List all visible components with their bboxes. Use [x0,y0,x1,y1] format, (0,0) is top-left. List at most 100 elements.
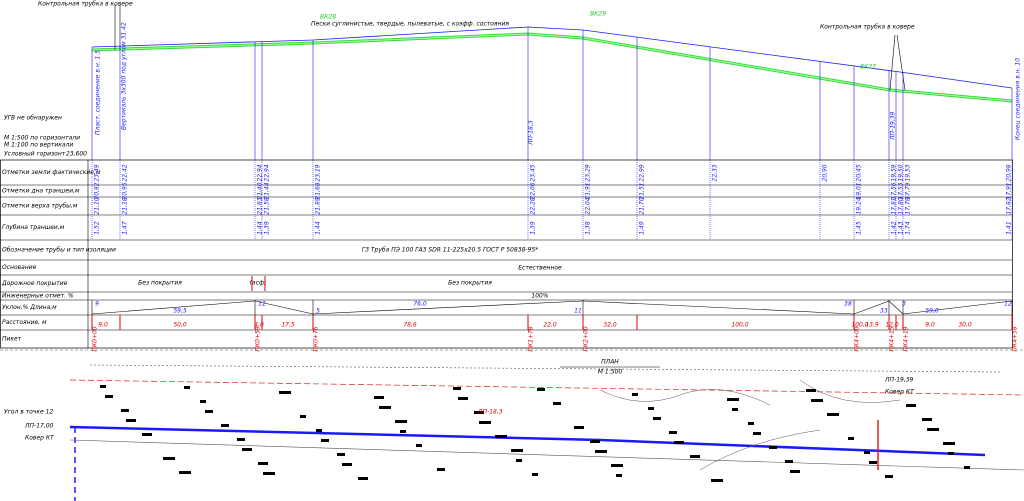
plan-object [964,466,970,469]
distance-value: 30,0 [958,322,972,329]
row-label: Глубина траншеи,м [2,224,65,231]
plan-object [263,472,275,475]
elevation-value: 17,79 [905,182,912,199]
plan-object [337,453,345,456]
side-note: М 1:500 по горизонтали [4,135,80,142]
picket-label: ПК4+15 [889,326,896,351]
segment-value: 12 [1004,301,1012,308]
plan-object [948,452,954,455]
segment-value: 59,0 [925,308,939,315]
elevation-value: 21,18 [122,197,129,214]
pipe-line-inner [91,33,1013,102]
distance-value: 17,5 [281,322,295,329]
distance-value: 9,0 [925,322,935,329]
plan-object [922,418,932,421]
distance-value: 50,0 [173,322,187,329]
plan-object [358,477,368,480]
elevation-value: 1,44 [315,221,322,235]
plan-object [632,393,638,396]
plan-object [511,449,523,452]
distance-value: 32,0 [603,322,617,329]
segment-value: 11 [574,308,582,315]
elevation-value: 19,59 [891,164,898,181]
elevation-value: 21,91 [585,182,592,199]
plan-object [553,402,561,405]
distance-value: 4,0 [254,322,264,329]
elevation-value: 1,52 [94,221,101,235]
plan-object [943,442,955,445]
pipe-designation: ГЗ Труба ПЭ 100 ГАЗ SDR 11-225x20.5 ГОСТ… [362,247,538,254]
ground-line [91,26,1013,89]
plan-object [748,422,754,425]
plan-object [205,410,213,413]
plan-object [595,450,607,453]
plan-boundary [69,379,1024,396]
note: Контрольная трубка в ковере [38,1,133,8]
plan-label: ЛП-19,39 [884,377,914,384]
slope-line [254,300,314,315]
plan-object [242,448,252,451]
elevation-value: 23,19 [315,164,322,181]
elevation-value: 17,81 [891,197,898,214]
segment-value: 33 [880,308,888,315]
elevation-value: 17,91 [1006,182,1013,199]
row-label: Основание [2,264,37,271]
plan-object [458,397,468,400]
plan-object [864,451,870,454]
plan-object [221,424,229,427]
elevation-value: 1,38 [585,221,592,235]
picket-label: ПК1+78 [528,326,535,351]
plan-object [516,459,522,462]
plan-object [711,479,723,482]
distance-value: 12,0 [885,322,899,329]
elevation-value: 1,47 [122,221,129,235]
row-label: Инженерные отмет. % [2,293,74,300]
segment-value: 38 [844,301,852,308]
plan-object [179,471,191,474]
picket-label: ПК4+00 [854,326,861,351]
slope-line [888,300,904,315]
slope-line [582,300,855,315]
elevation-value: 21,70 [639,197,646,214]
elevation-value: 22,06 [530,182,537,199]
plan-object [163,457,175,460]
note: Контрольная трубка в ковере [820,24,915,31]
road-cover: (асф) [250,280,267,287]
row-label: Дорожное покрытие [1,280,68,287]
plan-object [316,429,322,432]
plan-object [790,470,800,473]
plan-object [100,385,106,388]
elevation-value: 22,04 [585,197,592,214]
segment-value: 76,0 [413,301,427,308]
plan-object [674,441,684,444]
segment-value: 9 [95,301,99,308]
plan-object [732,408,738,411]
plan-object [616,474,622,477]
control-tube [896,34,906,91]
elevation-value: 19,50 [898,164,905,181]
picket-label: ПК0+59 [255,326,262,351]
plan-object [611,464,623,467]
elevation-value: 23,29 [585,164,592,181]
elevation-value: 1,49 [639,221,646,235]
elevation-value: 1,42 [891,221,898,235]
distance-value: 9,0 [98,322,108,329]
plan-object [474,411,484,414]
picket-label: ПК4+58 [1012,326,1019,351]
plan-object [653,417,661,420]
plan-object [869,461,877,464]
plan-object [342,463,352,466]
plan-object [200,400,206,403]
segment-value: 3 [902,301,906,308]
plan-object [885,475,893,478]
distance-value: 100,0 [731,322,748,329]
plan-object [395,420,407,423]
elevation-value: 17,80 [898,197,905,214]
slope-line [853,300,890,315]
plan-object [416,444,422,447]
slope-total: 100% [531,293,548,300]
plan-object [374,396,384,399]
plan-road [69,439,1024,471]
elevation-value: 21,63 [257,197,264,214]
datum-value: 23,600 [66,151,87,158]
